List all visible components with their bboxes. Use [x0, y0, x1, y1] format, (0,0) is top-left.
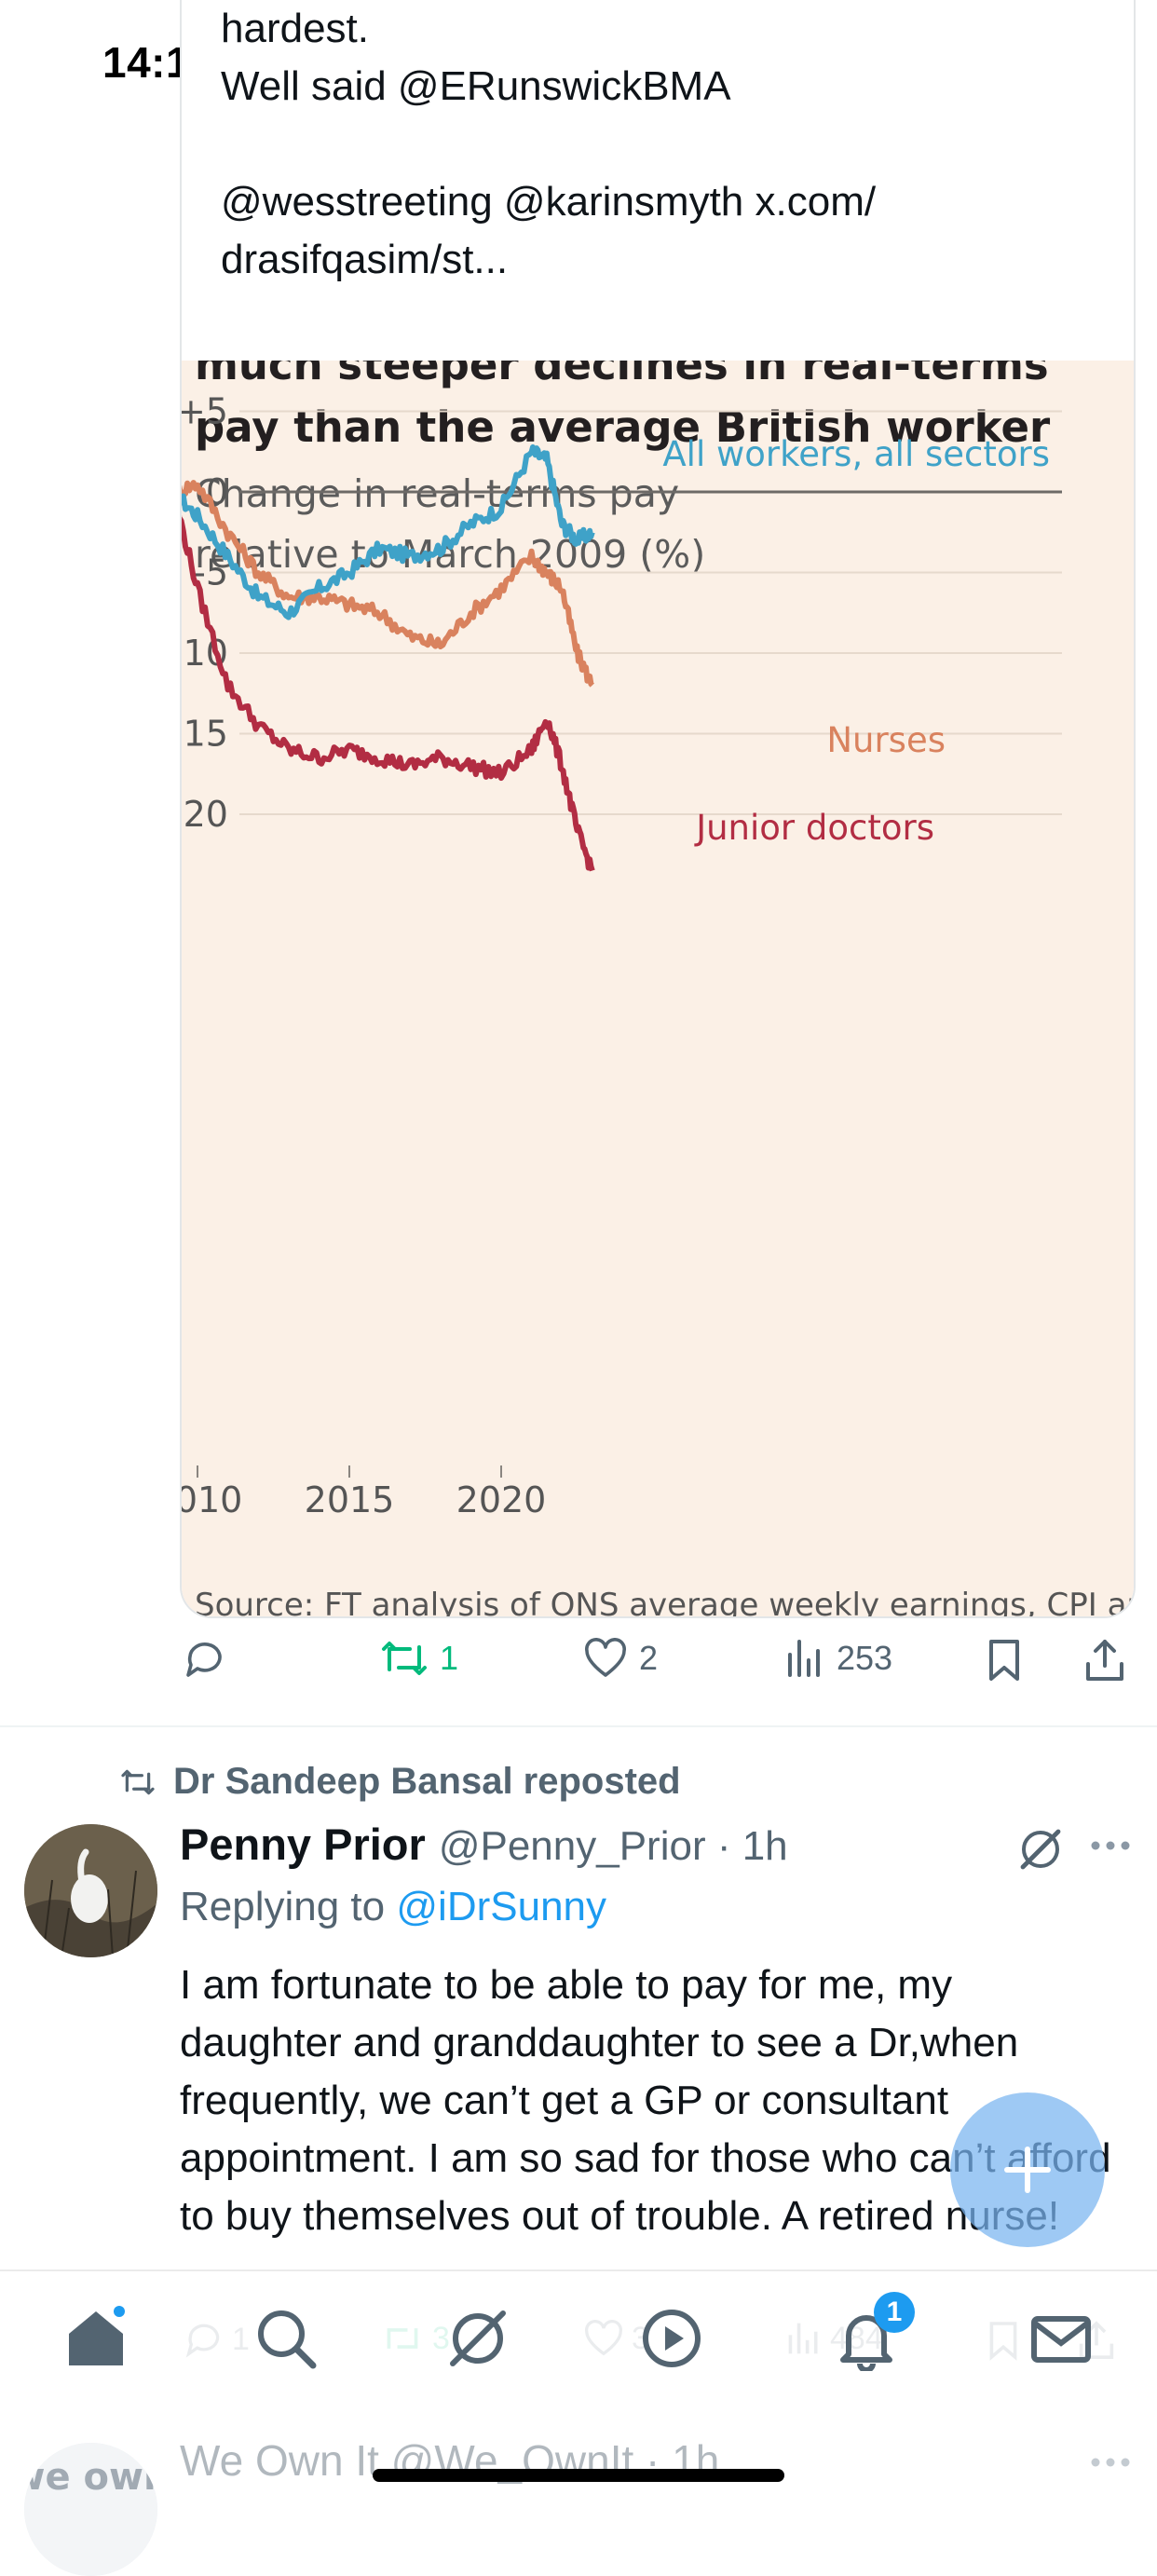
chart-subtitle-line2: relative to March 2009 (%)	[195, 532, 705, 577]
y-tick-label: -15	[182, 714, 228, 755]
chart-headline-partial: much steeper declines in real-terms	[195, 361, 1049, 389]
series-label: All workers, all sectors	[662, 434, 1050, 474]
play-icon	[643, 2310, 701, 2367]
bell-icon	[840, 2315, 892, 2373]
repost-attribution[interactable]: Dr Sandeep Bansal reposted	[119, 1761, 681, 1803]
we-own-it-logo-text: we own	[24, 2456, 157, 2499]
y-tick-label: -20	[182, 794, 228, 835]
bottom-tab-bar	[0, 2269, 1157, 2411]
tab-grok[interactable]	[445, 2306, 510, 2376]
bookmark-button[interactable]	[986, 1638, 1023, 1683]
y-tick-label: +5	[182, 391, 228, 432]
replying-to: Replying to @iDrSunny	[180, 1884, 606, 1930]
handle-and-time[interactable]: @Penny_Prior · 1h	[438, 1823, 788, 1869]
tweet-header: Penny Prior @Penny_Prior · 1h	[180, 1819, 788, 1870]
series-label: Junior doctors	[694, 808, 934, 848]
grok-icon	[450, 2310, 506, 2366]
series-label: Nurses	[826, 720, 946, 760]
x-tick-label: 2015	[305, 1479, 395, 1520]
repost-icon	[382, 1642, 427, 1675]
chart-subtitle-line1: Change in real-terms pay	[195, 471, 679, 516]
chart-source: Source: FT analysis of ONS average weekl…	[195, 1587, 1134, 1616]
replying-to-mention[interactable]: @iDrSunny	[396, 1884, 607, 1929]
view-count: 253	[837, 1639, 893, 1677]
quoted-tweet-text: hardest. Well said @ERunswickBMA @wesstr…	[221, 6, 877, 282]
series-line-all-workers-all-sectors	[182, 443, 595, 620]
line-chart: much steeper declines in real-terms pay …	[182, 361, 1134, 1616]
home-icon	[69, 2306, 125, 2365]
bookmark-icon	[989, 1640, 1019, 1681]
display-name[interactable]: Penny Prior	[180, 1820, 426, 1869]
replying-to-prefix: Replying to	[180, 1884, 386, 1929]
envelope-icon	[1031, 2316, 1091, 2363]
like-count: 2	[639, 1639, 659, 1677]
views-button[interactable]: 253	[784, 1638, 892, 1679]
heart-icon	[585, 1638, 626, 1677]
plus-icon	[1004, 2147, 1051, 2193]
tab-home[interactable]	[63, 2306, 129, 2376]
views-chart-icon	[788, 1640, 820, 1677]
divider	[0, 1725, 1157, 1727]
x-tick-label: 2020	[456, 1479, 547, 1520]
reply-button[interactable]	[183, 1638, 238, 1681]
compose-post-button[interactable]	[950, 2092, 1105, 2247]
we-own-it-logo: we own	[24, 2443, 157, 2576]
tab-video[interactable]	[639, 2306, 704, 2376]
avatar-swan-image	[24, 1824, 157, 1957]
avatar[interactable]	[24, 1824, 157, 1957]
quoted-tweet-card[interactable]: hardest. Well said @ERunswickBMA @wesstr…	[180, 0, 1136, 1618]
next-tweet-avatar[interactable]: we own	[24, 2443, 157, 2576]
chart-image[interactable]: much steeper declines in real-terms pay …	[182, 361, 1134, 1616]
next-tweet-more-icon[interactable]	[1090, 2456, 1131, 2473]
repost-small-icon	[121, 1769, 155, 1794]
share-button[interactable]	[1084, 1638, 1125, 1683]
tweet-body: I am fortunate to be able to pay for me,…	[180, 1962, 1111, 2239]
tab-search[interactable]	[253, 2306, 319, 2376]
more-options-icon[interactable]	[1090, 1839, 1131, 1856]
like-button[interactable]: 2	[583, 1638, 658, 1679]
reply-icon	[186, 1642, 222, 1677]
repost-attribution-label: Dr Sandeep Bansal reposted	[173, 1761, 681, 1802]
repost-button[interactable]: 1	[380, 1638, 458, 1679]
tab-messages[interactable]	[1028, 2306, 1094, 2376]
next-tweet-display-name[interactable]: We Own It	[180, 2436, 379, 2485]
repost-count: 1	[440, 1639, 459, 1677]
share-icon	[1086, 1640, 1123, 1681]
notification-badge: 1	[874, 2292, 915, 2333]
series-line-nurses	[182, 480, 594, 688]
tab-notifications[interactable]	[834, 2306, 899, 2376]
series-line-junior-doctors	[182, 514, 595, 872]
grok-icon[interactable]	[1017, 1826, 1064, 1877]
home-indicator	[373, 2469, 784, 2482]
search-icon	[258, 2310, 317, 2369]
